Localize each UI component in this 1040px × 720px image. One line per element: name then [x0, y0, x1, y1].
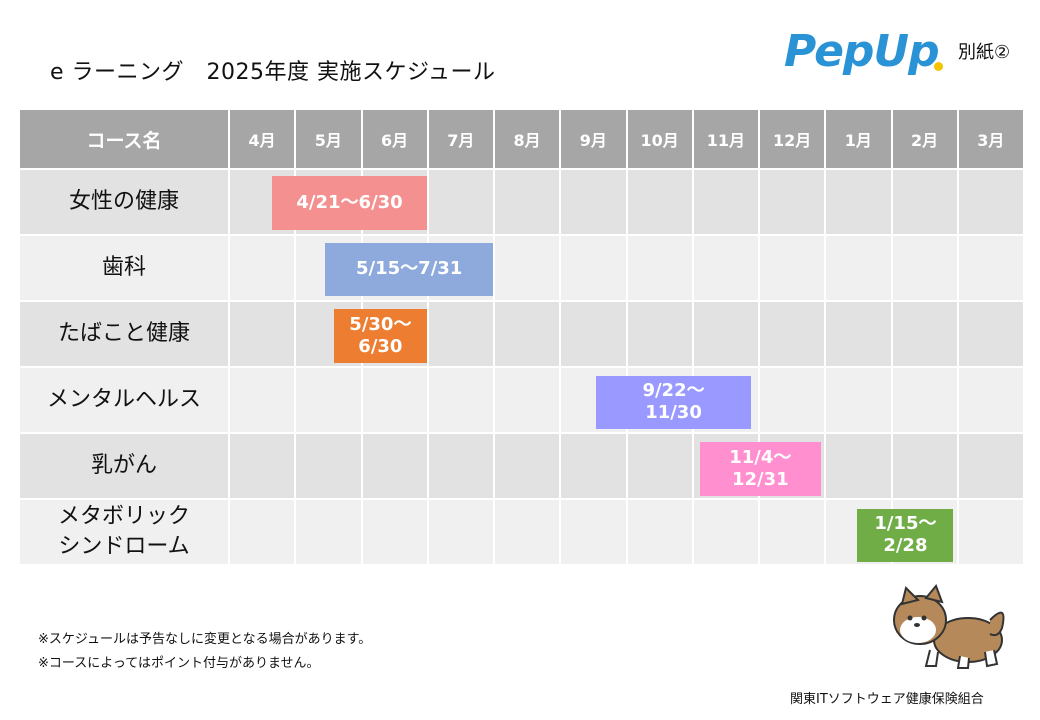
- month-cell: [890, 234, 959, 302]
- header-row: コース名 4月 5月 6月 7月 8月 9月 10月 11月 12月 1月 2月…: [18, 108, 1026, 170]
- course-name: たばこと健康: [18, 300, 230, 368]
- month-cell: [426, 366, 496, 434]
- course-row: 女性の健康: [18, 168, 1026, 236]
- course-name: 女性の健康: [18, 168, 230, 236]
- month-cell: [956, 432, 1026, 500]
- month-cell: [227, 234, 297, 302]
- month-cell: [227, 498, 297, 566]
- month-cell: [824, 366, 893, 434]
- month-cell: [757, 168, 827, 236]
- month-header: 10月: [625, 108, 694, 170]
- organization-name: 関東ITソフトウェア健康保険組合: [790, 692, 984, 707]
- schedule-bar: 11/4～ 12/31: [699, 442, 821, 496]
- course-name: 歯科: [18, 234, 230, 302]
- month-header: 4月: [227, 108, 297, 170]
- month-header: 6月: [360, 108, 429, 170]
- month-cell: [956, 498, 1026, 566]
- month-cell: [956, 366, 1026, 434]
- month-cell: [426, 432, 496, 500]
- month-cell: [227, 300, 297, 368]
- month-cell: [757, 300, 827, 368]
- month-header: 5月: [294, 108, 363, 170]
- month-cell: [691, 300, 761, 368]
- month-cell: [890, 432, 959, 500]
- month-cell: [890, 300, 959, 368]
- month-cell: [625, 498, 694, 566]
- course-name: メタボリック シンドローム: [18, 498, 230, 566]
- course-row: メンタルヘルス: [18, 366, 1026, 434]
- month-cell: [956, 300, 1026, 368]
- month-cell: [426, 168, 496, 236]
- month-cell: [492, 366, 562, 434]
- month-cell: [956, 168, 1026, 236]
- month-cell: [757, 234, 827, 302]
- month-cell: [956, 234, 1026, 302]
- month-cell: [625, 300, 694, 368]
- course-name: メンタルヘルス: [18, 366, 230, 434]
- month-cell: [559, 432, 628, 500]
- month-cell: [492, 432, 562, 500]
- month-cell: [824, 234, 893, 302]
- month-cell: [426, 300, 496, 368]
- month-cell: [492, 234, 562, 302]
- month-header: 8月: [492, 108, 562, 170]
- month-cell: [294, 432, 363, 500]
- month-header: 9月: [559, 108, 628, 170]
- course-row: 歯科: [18, 234, 1026, 302]
- month-cell: [559, 168, 628, 236]
- month-cell: [691, 498, 761, 566]
- month-cell: [824, 168, 893, 236]
- annex-label: 別紙②: [958, 42, 1011, 63]
- month-cell: [890, 168, 959, 236]
- month-cell: [691, 168, 761, 236]
- note-line: ※コースによってはポイント付与がありません。: [38, 656, 320, 671]
- month-cell: [625, 234, 694, 302]
- pepup-logo: PepUp: [784, 26, 944, 82]
- page-title: e ラーニング 2025年度 実施スケジュール: [50, 60, 496, 85]
- month-cell: [757, 498, 827, 566]
- schedule-bar: 5/15～7/31: [325, 242, 493, 296]
- note-line: ※スケジュールは予告なしに変更となる場合があります。: [38, 632, 372, 647]
- month-cell: [360, 366, 429, 434]
- shiba-dog-illustration: [893, 584, 1005, 669]
- month-cell: [360, 498, 429, 566]
- month-cell: [559, 300, 628, 368]
- month-cell: [294, 366, 363, 434]
- month-cell: [426, 498, 496, 566]
- month-header: 7月: [426, 108, 496, 170]
- course-row: 乳がん: [18, 432, 1026, 500]
- month-cell: [492, 498, 562, 566]
- month-cell: [559, 498, 628, 566]
- month-cell: [227, 366, 297, 434]
- month-header: 12月: [757, 108, 827, 170]
- month-cell: [691, 234, 761, 302]
- course-row: たばこと健康: [18, 300, 1026, 368]
- month-header: 11月: [691, 108, 761, 170]
- schedule-bar: 9/22～ 11/30: [595, 375, 752, 429]
- month-cell: [625, 432, 694, 500]
- schedule-table: コース名 4月 5月 6月 7月 8月 9月 10月 11月 12月 1月 2月…: [18, 108, 1026, 566]
- notes: ※スケジュールは予告なしに変更となる場合があります。 ※コースによってはポイント…: [38, 628, 371, 676]
- logo-dot: [934, 62, 943, 71]
- month-header: 3月: [956, 108, 1026, 170]
- month-cell: [824, 300, 893, 368]
- month-cell: [559, 234, 628, 302]
- month-cell: [294, 498, 363, 566]
- month-cell: [360, 432, 429, 500]
- month-cell: [890, 366, 959, 434]
- month-cell: [492, 300, 562, 368]
- course-name: 乳がん: [18, 432, 230, 500]
- month-cell: [227, 432, 297, 500]
- schedule-bar: 5/30～ 6/30: [334, 309, 427, 363]
- course-name-header: コース名: [18, 108, 230, 170]
- month-cell: [824, 432, 893, 500]
- schedule-bar: 4/21～6/30: [272, 176, 427, 230]
- schedule-bar: 1/15～ 2/28: [857, 508, 954, 562]
- month-header: 2月: [890, 108, 959, 170]
- month-header: 1月: [824, 108, 893, 170]
- pepup-logo-text: PepUp: [784, 26, 940, 77]
- month-cell: [757, 366, 827, 434]
- month-cell: [625, 168, 694, 236]
- month-cell: [492, 168, 562, 236]
